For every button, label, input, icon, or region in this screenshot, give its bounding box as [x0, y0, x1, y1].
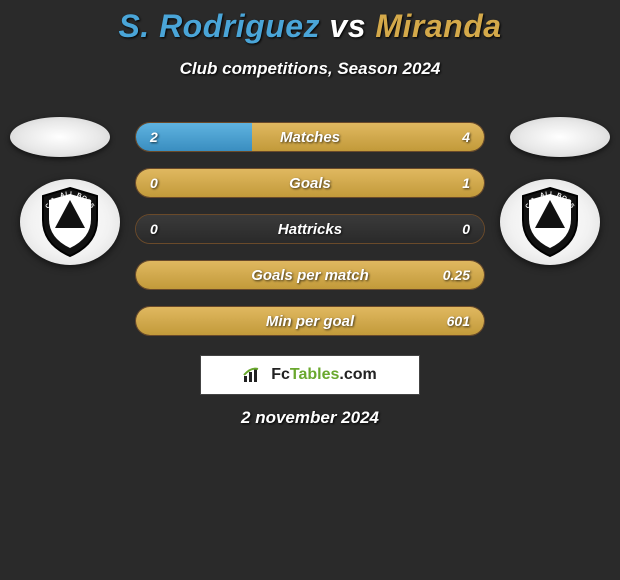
title-left-player: S. Rodriguez: [118, 8, 320, 44]
player-avatar-right: [510, 117, 610, 157]
club-badge-left: C.A. ALL BOYS: [20, 179, 120, 265]
stat-bar-neutral: [136, 215, 484, 243]
player-avatar-left: [10, 117, 110, 157]
bar-chart-icon: [243, 366, 265, 384]
title-right-player: Miranda: [375, 8, 501, 44]
shield-icon: C.A. ALL BOYS: [39, 186, 101, 258]
stat-row: 00Hattricks: [135, 214, 485, 244]
stat-bar-right: [252, 123, 484, 151]
shield-icon: C.A. ALL BOYS: [519, 186, 581, 258]
logo-tables: Tables: [290, 366, 340, 383]
stat-bar-bg: [136, 307, 484, 335]
stat-bar-bg: [136, 215, 484, 243]
stat-bar-right: [136, 307, 484, 335]
stat-row: 24Matches: [135, 122, 485, 152]
comparison-card: S. Rodriguez vs Miranda Club competition…: [0, 0, 620, 580]
stat-bar-bg: [136, 169, 484, 197]
stats-bars: 24Matches 01Goals 00Hattricks 0.25Goals per…: [135, 122, 485, 352]
stat-row: 01Goals: [135, 168, 485, 198]
footer-date: 2 november 2024: [0, 408, 620, 428]
source-logo-text: FcTables.com: [271, 366, 377, 384]
page-title: S. Rodriguez vs Miranda: [0, 0, 620, 45]
source-logo: FcTables.com: [200, 355, 420, 395]
stat-bar-bg: [136, 261, 484, 289]
stat-row: 0.25Goals per match: [135, 260, 485, 290]
stat-bar-bg: [136, 123, 484, 151]
title-vs: vs: [329, 8, 366, 44]
logo-fc: Fc: [271, 366, 290, 383]
stat-bar-right: [136, 169, 484, 197]
stat-bar-right: [136, 261, 484, 289]
logo-suffix: .com: [339, 366, 376, 383]
subtitle: Club competitions, Season 2024: [0, 59, 620, 79]
stat-bar-left: [136, 123, 252, 151]
club-badge-right: C.A. ALL BOYS: [500, 179, 600, 265]
stat-row: 601Min per goal: [135, 306, 485, 336]
